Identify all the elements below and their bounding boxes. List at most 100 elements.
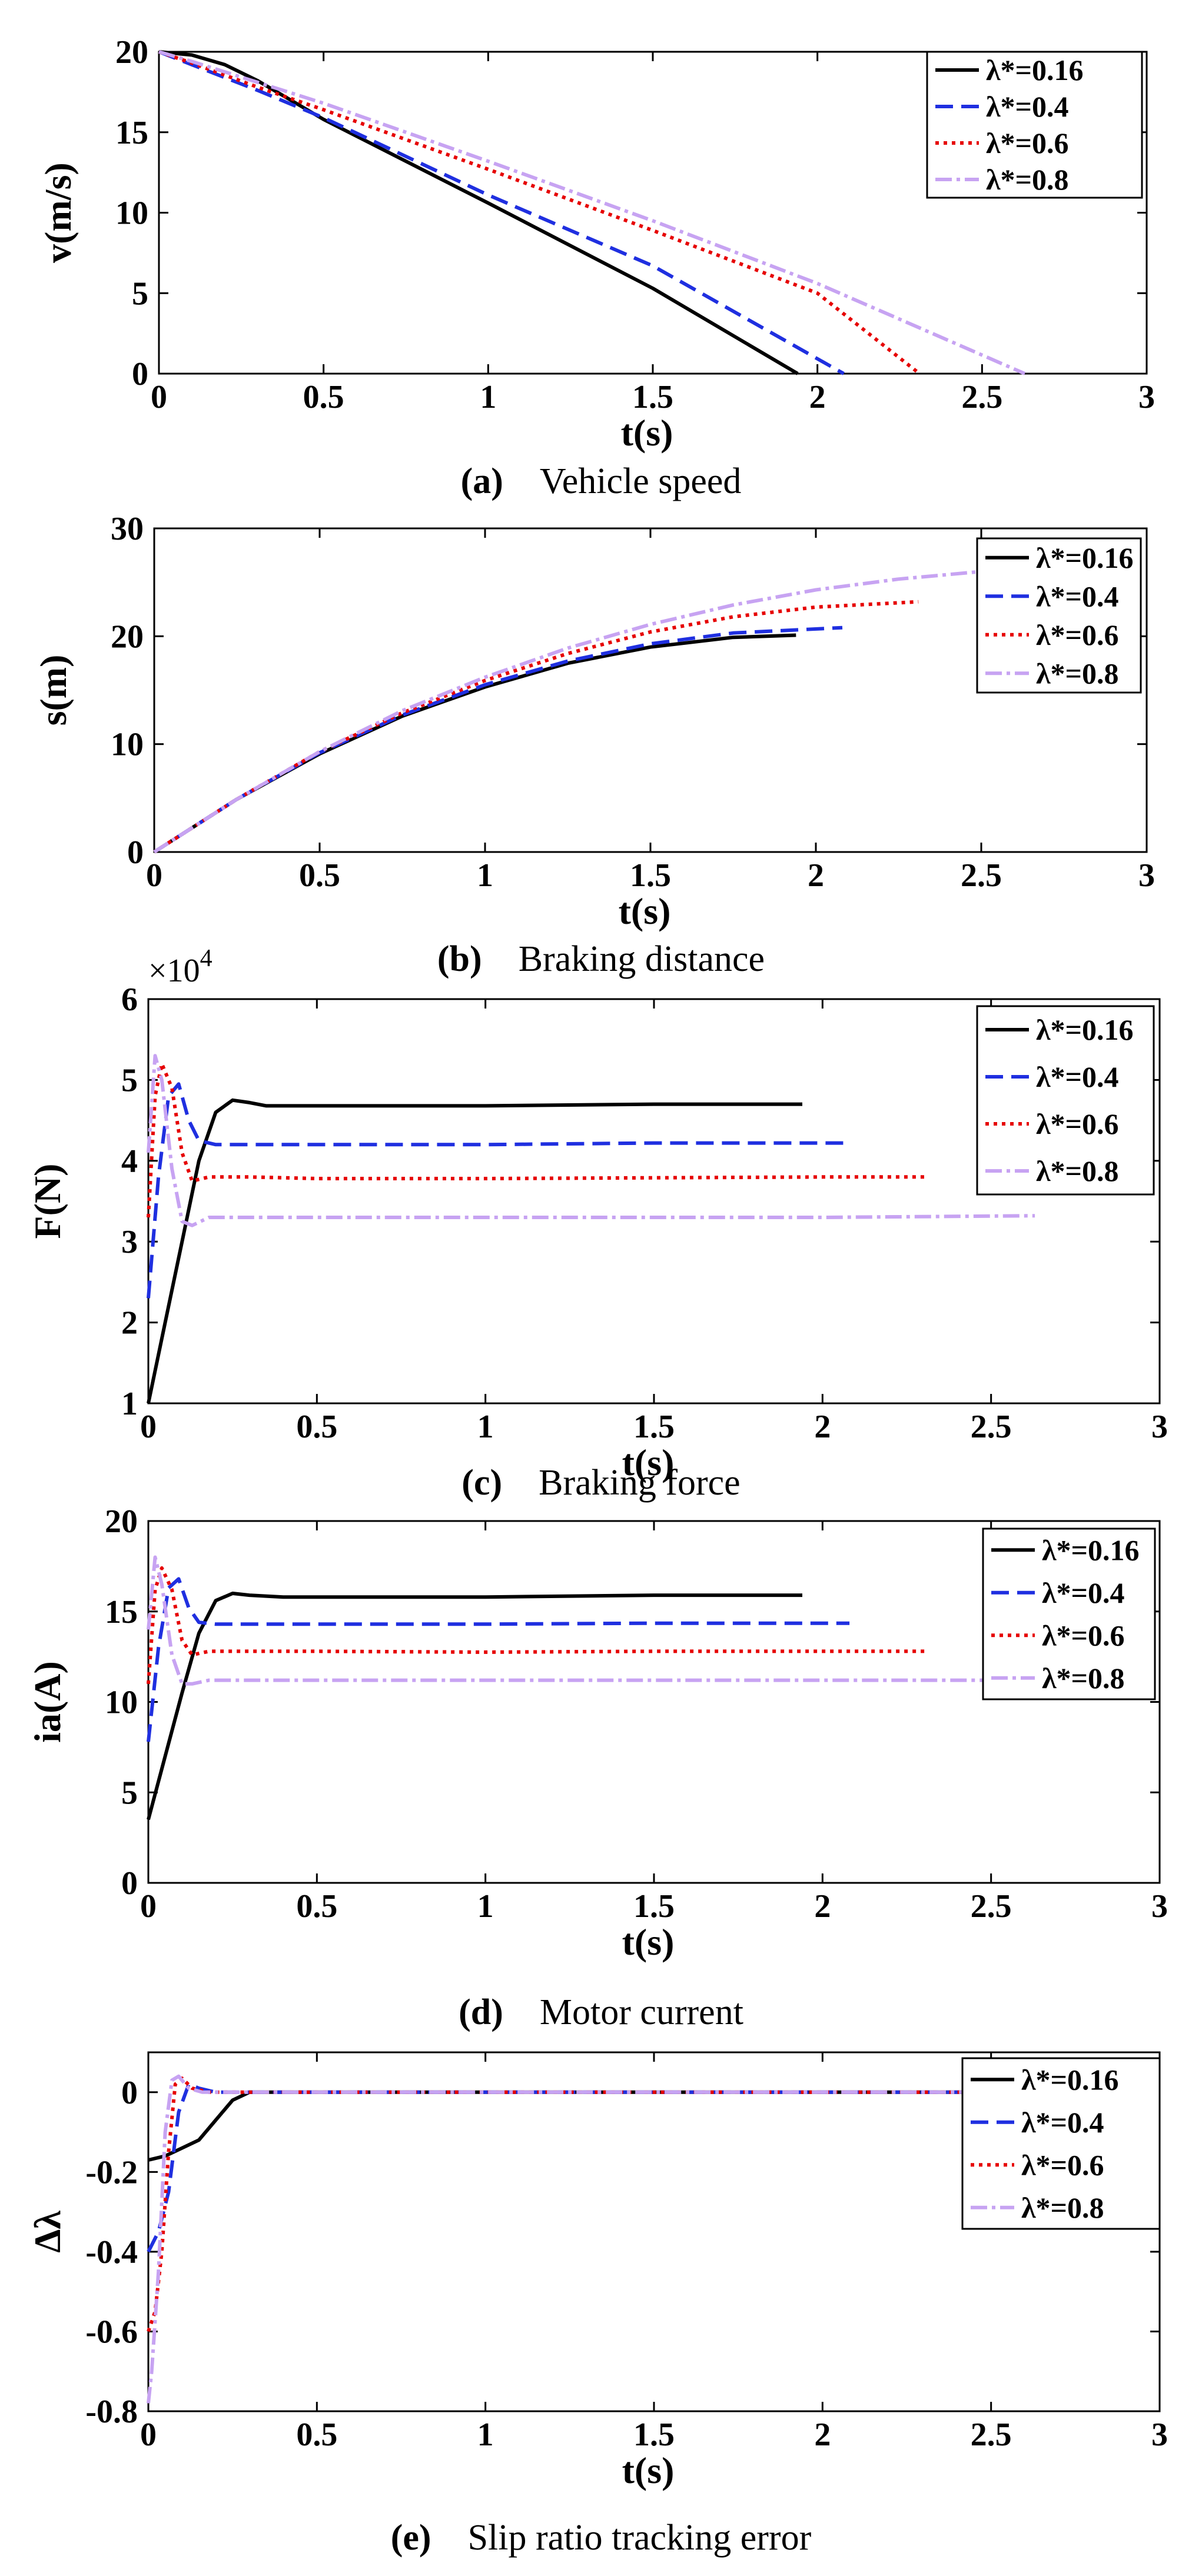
series-line-3 xyxy=(158,50,921,375)
panel-caption-title: Braking distance xyxy=(519,939,765,979)
x-axis-label: t(s) xyxy=(622,2449,675,2491)
legend-label: λ*=0.16 xyxy=(1021,2063,1119,2096)
y-axis-label: v(m/s) xyxy=(37,162,79,263)
y-tick-label: 20 xyxy=(115,34,148,71)
y-tick-label: 10 xyxy=(105,1685,138,1721)
series-line-4 xyxy=(147,1054,1035,1227)
x-tick-label: 0 xyxy=(140,1888,157,1925)
y-tick-label: 3 xyxy=(121,1224,138,1260)
legend-box xyxy=(976,537,1142,694)
panel-caption-label: (c) xyxy=(461,1463,502,1503)
x-tick-label: 0.5 xyxy=(299,857,340,894)
legend-label: λ*=0.6 xyxy=(986,127,1069,159)
legend-label: λ*=0.8 xyxy=(1036,657,1119,690)
legend-label: λ*=0.16 xyxy=(1042,1533,1140,1566)
panel-caption: (e) Slip ratio tracking error xyxy=(391,2518,812,2558)
y-tick-label: 2 xyxy=(121,1305,138,1342)
x-tick-label: 1 xyxy=(477,857,493,894)
y-tick-label: 5 xyxy=(121,1775,138,1811)
x-tick-label: 0.5 xyxy=(296,1888,337,1925)
x-tick-label: 2 xyxy=(814,2417,831,2453)
y-axis-label: Δλ xyxy=(26,2211,68,2253)
panel-caption-title: Slip ratio tracking error xyxy=(468,2518,812,2558)
legend-label: λ*=0.16 xyxy=(1036,1013,1134,1046)
x-tick-label: 3 xyxy=(1151,1409,1168,1445)
y-tick-label: 6 xyxy=(121,981,138,1018)
series-line-3 xyxy=(147,2076,991,2332)
x-axis-label: t(s) xyxy=(622,1442,675,1483)
legend-label: λ*=0.4 xyxy=(1036,580,1119,613)
x-tick-label: 2 xyxy=(808,857,824,894)
y-tick-label: 15 xyxy=(105,1594,138,1630)
legend-label: λ*=0.6 xyxy=(1042,1619,1125,1652)
legend: λ*=0.16 λ*=0.4 λ*=0.6 λ*=0.8 xyxy=(982,1527,1156,1700)
x-tick-label: 2.5 xyxy=(961,379,1002,415)
x-tick-label: 2.5 xyxy=(971,1888,1012,1925)
y-tick-label: -0.4 xyxy=(85,2234,138,2271)
legend: λ*=0.16 λ*=0.4 λ*=0.6 λ*=0.8 xyxy=(976,537,1142,694)
chart-panel-a: 0 0.5 1 1.5 2 2.5 305101520t(s)v(m/s)λ*=0.16λ*… xyxy=(37,34,1155,501)
y-tick-label: 1 xyxy=(121,1386,138,1422)
x-tick-label: 1.5 xyxy=(633,1888,675,1925)
legend-label: λ*=0.4 xyxy=(1021,2106,1104,2139)
y-tick-label: 4 xyxy=(121,1143,138,1180)
x-tick-label: 1.5 xyxy=(632,379,673,415)
legend-box xyxy=(982,1527,1156,1700)
panel-caption-spacer xyxy=(502,1463,539,1503)
legend: λ*=0.16 λ*=0.4 λ*=0.6 λ*=0.8 xyxy=(961,2057,1161,2230)
legend-label: λ*=0.6 xyxy=(1021,2148,1104,2181)
x-tick-label: 0.5 xyxy=(303,379,344,415)
y-tick-label: 0 xyxy=(121,2075,138,2111)
y-tick-label: -0.6 xyxy=(85,2314,138,2350)
legend-label: λ*=0.8 xyxy=(1036,1154,1119,1187)
legend-label: λ*=0.8 xyxy=(986,163,1069,196)
series-line-3 xyxy=(147,1566,927,1685)
panel-caption: (b) Braking distance xyxy=(437,939,765,979)
series-line-2 xyxy=(147,1082,850,1299)
y-tick-label: 0 xyxy=(121,1865,138,1902)
y-exponent-base: ×10 xyxy=(148,953,200,989)
legend-label: λ*=0.8 xyxy=(1021,2191,1104,2224)
y-axis-label: s(m) xyxy=(32,655,74,726)
legend-label: λ*=0.8 xyxy=(1042,1662,1125,1695)
series-line-1 xyxy=(158,50,799,375)
x-tick-label: 1 xyxy=(477,2417,494,2453)
y-tick-label: -0.2 xyxy=(85,2154,138,2191)
y-axis-label: F(N) xyxy=(26,1164,68,1239)
y-tick-label: 5 xyxy=(121,1062,138,1099)
series-line-2 xyxy=(147,2082,991,2253)
x-tick-label: 3 xyxy=(1138,379,1155,415)
series-line-1 xyxy=(147,1592,802,1820)
chart-panel-c: 0 0.5 1 1.5 2 2.5 3123456t(s)F(N)×104λ*=0.16λ*… xyxy=(26,945,1168,1503)
x-tick-label: 3 xyxy=(1151,2417,1168,2453)
x-tick-label: 1.5 xyxy=(633,2417,675,2453)
panel-caption-label: (e) xyxy=(391,2518,431,2558)
y-tick-label: 10 xyxy=(115,195,148,232)
y-exponent-label: ×104 xyxy=(148,945,212,989)
legend-box xyxy=(926,51,1143,199)
y-axis-label: ia(A) xyxy=(26,1661,68,1743)
x-tick-label: 0 xyxy=(146,857,162,894)
legend-label: λ*=0.4 xyxy=(1036,1060,1119,1093)
panel-caption: (d) Motor current xyxy=(459,1992,743,2032)
x-tick-label: 0.5 xyxy=(296,1409,337,1445)
series-line-1 xyxy=(148,2090,991,2162)
series-line-2 xyxy=(153,625,843,854)
y-tick-label: 15 xyxy=(115,115,148,151)
x-axis-label: t(s) xyxy=(619,890,671,932)
panel-caption: (c) Braking force xyxy=(461,1463,740,1503)
y-tick-label: 5 xyxy=(132,275,148,312)
x-tick-label: 1 xyxy=(477,1409,494,1445)
panel-caption-title: Vehicle speed xyxy=(540,461,742,501)
chart-panel-d: 0 0.5 1 1.5 2 2.5 305101520t(s)ia(A)λ*=0.16λ*=… xyxy=(26,1503,1168,2032)
panel-caption-label: (a) xyxy=(461,461,503,501)
x-tick-label: 2.5 xyxy=(971,1409,1012,1445)
panel-caption-title: Motor current xyxy=(540,1992,743,2032)
x-tick-label: 0.5 xyxy=(296,2417,337,2453)
y-exponent-power: 4 xyxy=(200,945,212,972)
series-line-4 xyxy=(147,2074,991,2404)
panel-caption-title: Braking force xyxy=(539,1463,741,1503)
panel-caption-spacer xyxy=(503,1992,540,2032)
series-line-2 xyxy=(147,1577,850,1742)
